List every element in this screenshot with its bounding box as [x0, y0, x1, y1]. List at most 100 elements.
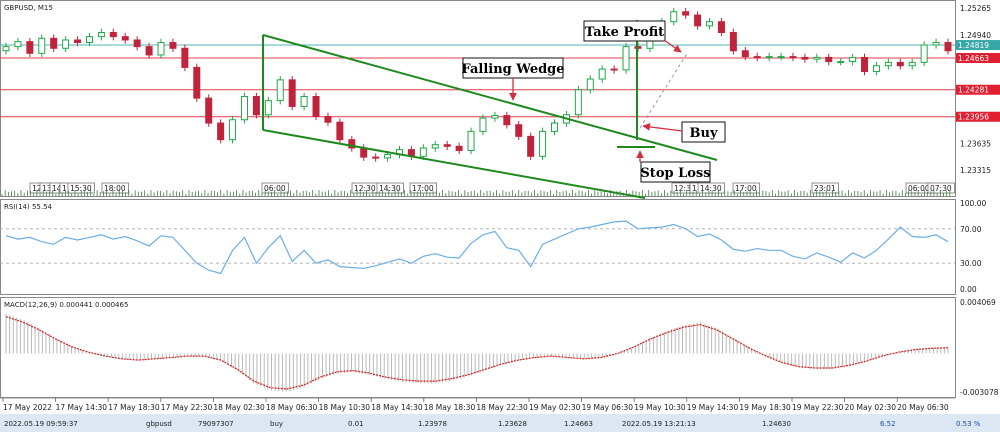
falling-wedge-callout: Falling Wedge	[461, 57, 565, 101]
candle	[837, 61, 845, 64]
candle	[717, 21, 725, 34]
trade-close-price: 1.24630	[762, 420, 791, 428]
candle	[157, 41, 165, 56]
session-tag-text: 06:00	[908, 184, 930, 193]
candle	[264, 100, 272, 116]
candle	[896, 61, 904, 67]
session-tag-text: 12:30	[354, 184, 376, 193]
trade-open-price: 1.23978	[418, 420, 447, 428]
candle	[503, 115, 511, 126]
session-tag-text: 17:00	[412, 184, 434, 193]
candle	[205, 97, 213, 124]
candle	[861, 56, 869, 73]
session-tag-text: 14:30	[379, 184, 401, 193]
wedge-upper-line	[262, 34, 718, 161]
candle	[682, 11, 690, 16]
candle	[884, 61, 892, 67]
stop-loss-label: Stop Loss	[640, 166, 710, 181]
trade-ticket: 79097307	[198, 420, 234, 428]
price-tick-label: 1.24940	[960, 31, 991, 40]
rsi-label: RSI(14) 55.54	[4, 203, 53, 211]
session-tag	[261, 182, 289, 194]
candle	[813, 56, 821, 60]
chart-title: GBPUSD, M15	[4, 4, 53, 12]
price-level-value: 1.24819	[958, 41, 989, 50]
time-tick-label: 18 May 10:30	[319, 403, 371, 412]
macd-panel[interactable]	[0, 297, 956, 398]
candle	[97, 32, 105, 38]
candle	[491, 115, 499, 119]
candle	[539, 130, 547, 157]
time-tick-label: 17 May 18:30	[108, 403, 160, 412]
time-tick-label: 17 May 22:30	[161, 403, 213, 412]
session-tag	[732, 182, 760, 194]
trade-time: 2022.05.19 09:59:37	[4, 420, 78, 428]
candle	[2, 46, 10, 52]
candle	[384, 154, 392, 159]
candle	[729, 32, 737, 52]
candle	[336, 121, 344, 141]
projection-line	[639, 51, 689, 129]
time-tick-label: 18 May 02:30	[213, 403, 265, 412]
price-tick-label: 1.25265	[960, 4, 991, 13]
session-tag	[927, 182, 955, 194]
candle	[240, 95, 248, 121]
macd-tick-label: 0.004069	[960, 298, 996, 307]
time-tick-label: 17 May 14:30	[56, 403, 108, 412]
stop-loss-callout: Stop Loss	[636, 150, 711, 183]
time-tick-label: 19 May 10:30	[634, 403, 686, 412]
trade-close-time: 2022.05.19 13:21:13	[622, 420, 696, 428]
wedge-lower-line	[262, 129, 646, 199]
session-tag	[697, 182, 725, 194]
candle	[694, 14, 702, 27]
session-tag-text: 14:30	[700, 184, 722, 193]
candle	[908, 61, 916, 67]
trade-profit: 6.52	[880, 420, 896, 428]
time-tick-label: 19 May 18:30	[739, 403, 791, 412]
session-tag-text: 17:00	[735, 184, 757, 193]
session-tag	[811, 182, 839, 194]
candle	[372, 156, 380, 159]
price-tick-label: 1.23635	[960, 139, 991, 148]
session-tag-text: 13	[42, 184, 52, 193]
trade-percent: 0.53 %	[956, 420, 981, 428]
session-tag-text: 15:30	[70, 184, 92, 193]
candle	[741, 50, 749, 58]
trade-history-row[interactable]: 2022.05.19 09:59:37 gbpusd 79097307 buy …	[0, 414, 1000, 432]
price-level-tag	[956, 84, 1000, 95]
time-tick-label: 19 May 14:30	[687, 403, 739, 412]
candle	[26, 41, 34, 54]
candle	[801, 56, 809, 60]
candle	[121, 36, 129, 41]
candle	[777, 56, 785, 59]
candle	[217, 122, 225, 141]
time-tick-label: 20 May 02:30	[845, 403, 897, 412]
candle	[85, 36, 93, 43]
rsi-tick-label: 0.00	[960, 285, 977, 294]
trade-symbol: gbpusd	[146, 420, 172, 428]
macd-label: MACD(12,26,9) 0.000441 0.000465	[4, 301, 128, 309]
session-tag-text: 1	[692, 184, 697, 193]
session-tag	[376, 182, 404, 194]
candle	[515, 124, 523, 137]
price-level-value: 1.23956	[958, 113, 989, 122]
candle	[181, 47, 189, 68]
price-panel[interactable]	[0, 0, 956, 197]
candle	[324, 115, 332, 123]
rsi-tick-label: 70.00	[960, 225, 982, 234]
time-tick-label: 18 May 18:30	[424, 403, 476, 412]
session-tag-text: 06:00	[264, 184, 286, 193]
trade-tp: 1.24663	[564, 420, 593, 428]
candle	[133, 39, 141, 48]
candle	[789, 56, 797, 59]
time-tick-label: 20 May 06:30	[897, 403, 949, 412]
candle	[849, 56, 857, 63]
candle	[252, 95, 260, 116]
time-tick-label: 17 May 2022	[3, 403, 52, 412]
candle	[109, 32, 117, 38]
candle	[551, 122, 559, 132]
price-level-value: 1.24663	[958, 54, 989, 63]
rsi-panel[interactable]	[0, 199, 956, 295]
